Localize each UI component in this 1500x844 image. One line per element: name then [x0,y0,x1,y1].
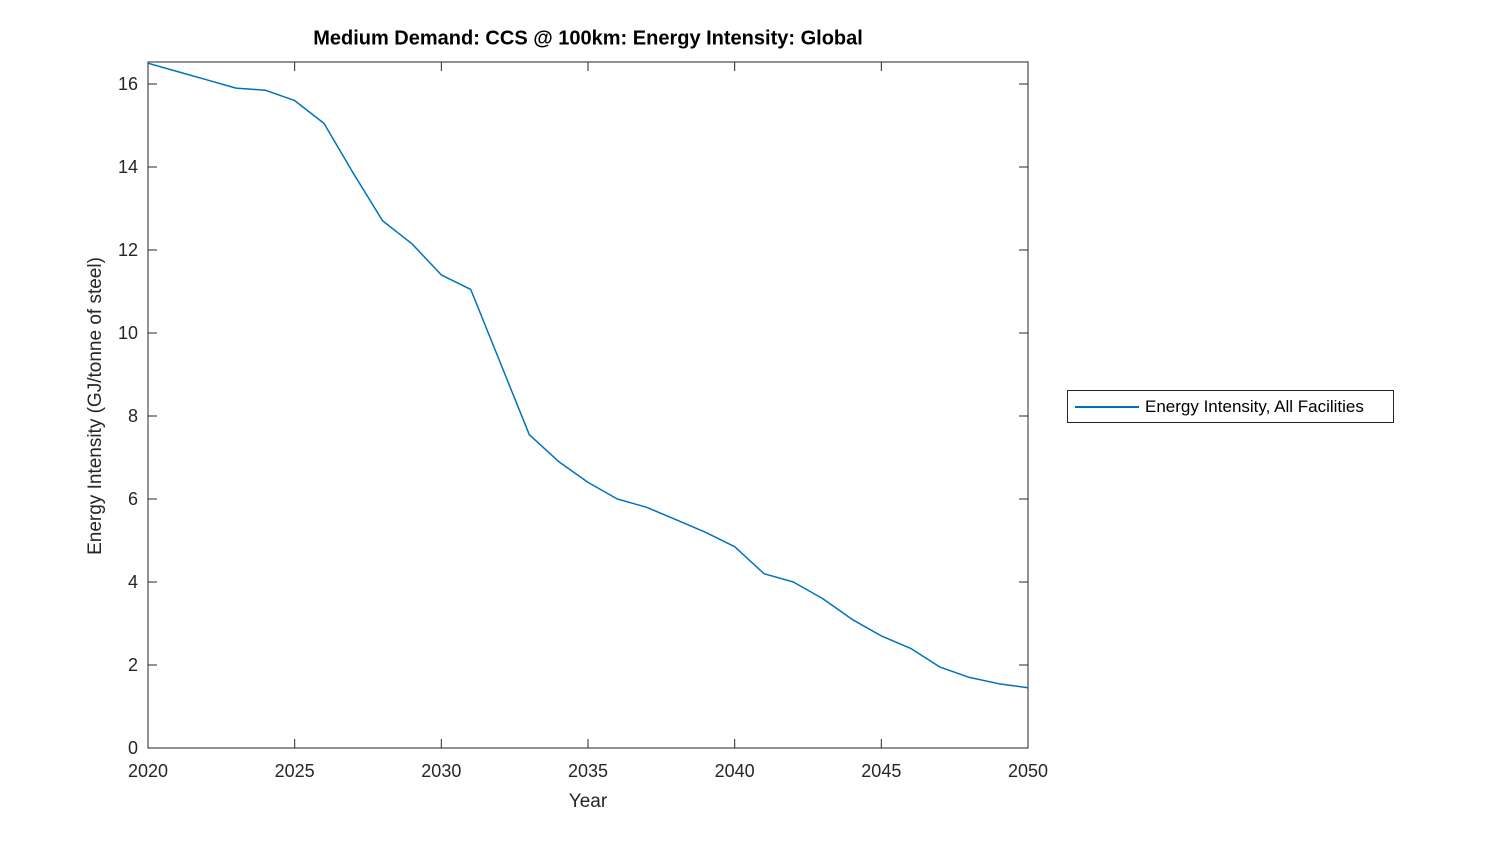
legend: Energy Intensity, All Facilities [1067,390,1394,423]
y-tick-label: 10 [118,323,138,343]
x-tick-label: 2035 [568,761,608,781]
chart-title: Medium Demand: CCS @ 100km: Energy Inten… [313,27,863,50]
x-tick-label: 2045 [861,761,901,781]
axes-box [147,61,1029,749]
energy-intensity-line [147,62,1029,689]
y-tick-label: 0 [128,738,138,758]
legend-line-sample [1075,405,1139,408]
legend-label: Energy Intensity, All Facilities [1145,396,1364,416]
y-axis-label: Energy Intensity (GJ/tonne of steel) [85,257,106,555]
y-tick-label: 2 [128,655,138,675]
y-tick-label: 16 [118,74,138,94]
y-tick-label: 14 [118,157,138,177]
x-tick-label: 2025 [275,761,315,781]
x-tick-label: 2040 [715,761,755,781]
x-axis-label: Year [568,791,608,812]
x-tick-label: 2020 [128,761,168,781]
y-tick-label: 4 [128,572,138,592]
x-tick-label: 2030 [421,761,461,781]
y-tick-label: 8 [128,406,138,426]
y-tick-label: 12 [118,240,138,260]
x-tick-label: 2050 [1008,761,1048,781]
y-tick-label: 6 [128,489,138,509]
